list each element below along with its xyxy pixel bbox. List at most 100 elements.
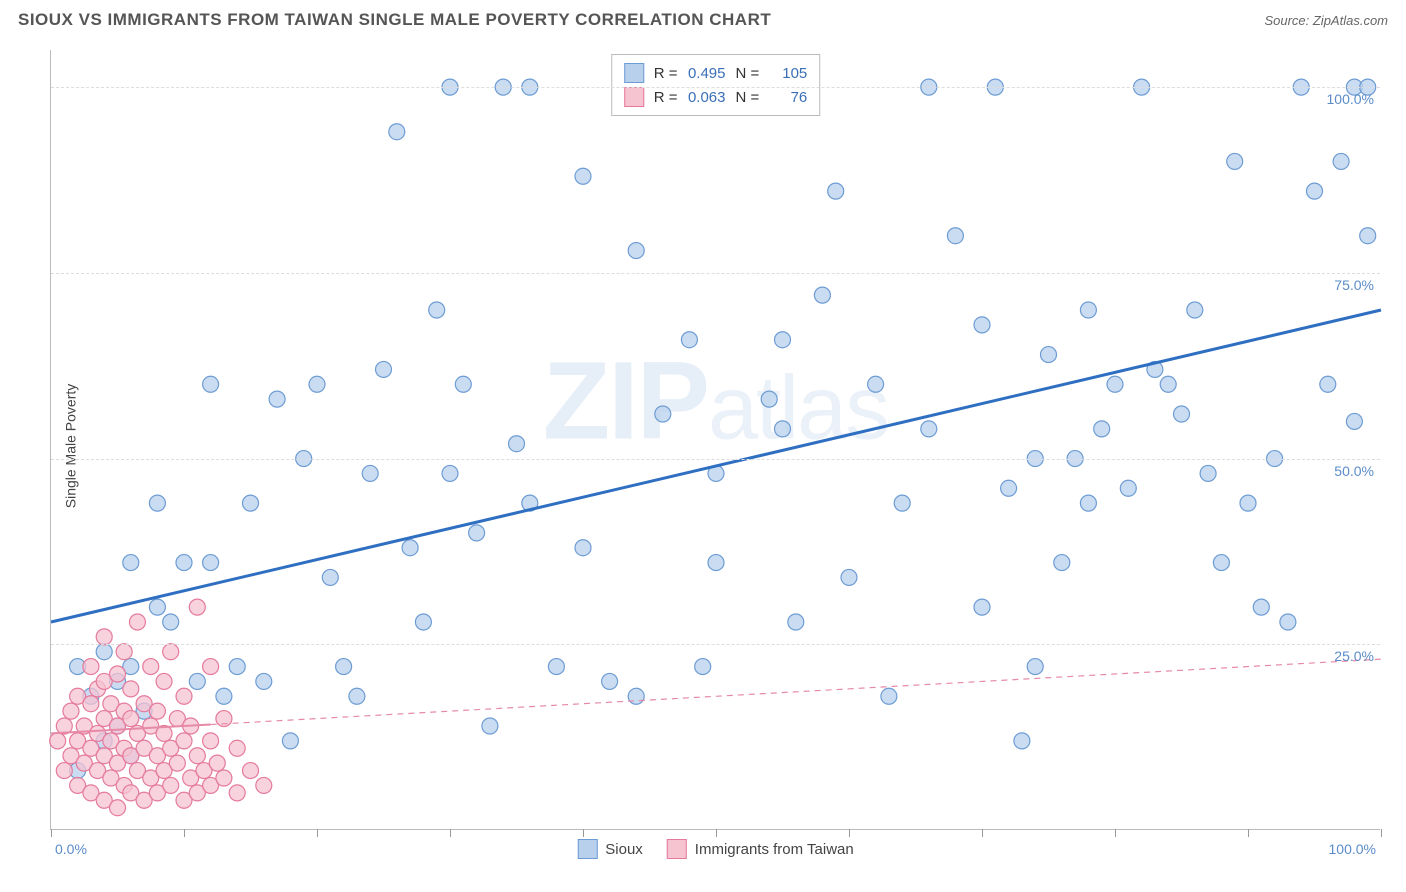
- r-stat: R =0.063: [654, 89, 726, 106]
- point-taiwan: [116, 644, 132, 660]
- legend-label: Immigrants from Taiwan: [695, 841, 854, 858]
- point-sioux: [828, 183, 844, 199]
- gridline: [51, 459, 1380, 460]
- point-sioux: [1253, 599, 1269, 615]
- point-taiwan: [229, 740, 245, 756]
- point-sioux: [482, 718, 498, 734]
- point-taiwan: [129, 614, 145, 630]
- point-sioux: [681, 332, 697, 348]
- point-sioux: [269, 391, 285, 407]
- y-tick-label: 100.0%: [1327, 91, 1374, 107]
- point-sioux: [376, 361, 392, 377]
- point-sioux: [1080, 495, 1096, 511]
- gridline: [51, 87, 1380, 88]
- point-taiwan: [50, 733, 66, 749]
- point-sioux: [974, 317, 990, 333]
- point-sioux: [868, 376, 884, 392]
- point-sioux: [1187, 302, 1203, 318]
- point-taiwan: [176, 688, 192, 704]
- point-sioux: [1213, 555, 1229, 571]
- point-taiwan: [243, 763, 259, 779]
- point-sioux: [695, 659, 711, 675]
- x-tick: [450, 829, 451, 837]
- trendline-taiwan-dashed: [211, 659, 1381, 724]
- point-taiwan: [110, 666, 126, 682]
- point-taiwan: [156, 673, 172, 689]
- point-taiwan: [203, 659, 219, 675]
- point-sioux: [349, 688, 365, 704]
- point-sioux: [1120, 480, 1136, 496]
- point-sioux: [1080, 302, 1096, 318]
- point-taiwan: [176, 733, 192, 749]
- legend-stat-row-sioux: R =0.495N =105: [624, 61, 808, 85]
- x-tick: [1248, 829, 1249, 837]
- point-sioux: [1041, 347, 1057, 363]
- point-sioux: [575, 540, 591, 556]
- point-sioux: [415, 614, 431, 630]
- point-sioux: [628, 688, 644, 704]
- gridline: [51, 273, 1380, 274]
- point-sioux: [389, 124, 405, 140]
- swatch-sioux: [624, 63, 644, 83]
- point-sioux: [602, 673, 618, 689]
- point-sioux: [548, 659, 564, 675]
- point-sioux: [1360, 228, 1376, 244]
- point-sioux: [203, 376, 219, 392]
- point-sioux: [1333, 153, 1349, 169]
- point-taiwan: [123, 681, 139, 697]
- point-sioux: [881, 688, 897, 704]
- point-taiwan: [83, 659, 99, 675]
- point-sioux: [1107, 376, 1123, 392]
- point-taiwan: [203, 733, 219, 749]
- point-sioux: [655, 406, 671, 422]
- point-sioux: [243, 495, 259, 511]
- point-sioux: [402, 540, 418, 556]
- legend-stats: R =0.495N =105 R =0.063 N =76: [611, 54, 821, 116]
- point-sioux: [442, 465, 458, 481]
- point-sioux: [974, 599, 990, 615]
- swatch-taiwan: [667, 839, 687, 859]
- point-sioux: [1200, 465, 1216, 481]
- swatch-sioux: [577, 839, 597, 859]
- point-sioux: [362, 465, 378, 481]
- x-tick: [317, 829, 318, 837]
- point-taiwan: [123, 711, 139, 727]
- point-sioux: [841, 569, 857, 585]
- point-taiwan: [229, 785, 245, 801]
- x-tick: [184, 829, 185, 837]
- point-sioux: [921, 421, 937, 437]
- point-sioux: [628, 243, 644, 259]
- point-sioux: [814, 287, 830, 303]
- x-tick: [982, 829, 983, 837]
- x-axis-100-label: 100.0%: [1329, 841, 1376, 857]
- point-sioux: [229, 659, 245, 675]
- point-sioux: [149, 495, 165, 511]
- point-sioux: [1014, 733, 1030, 749]
- point-taiwan: [63, 703, 79, 719]
- point-taiwan: [163, 644, 179, 660]
- point-taiwan: [209, 755, 225, 771]
- point-sioux: [1001, 480, 1017, 496]
- point-sioux: [775, 332, 791, 348]
- n-stat: N =76: [736, 89, 808, 106]
- point-sioux: [256, 673, 272, 689]
- chart-svg: [51, 50, 1380, 829]
- point-taiwan: [189, 599, 205, 615]
- source-label: Source: ZipAtlas.com: [1264, 13, 1388, 28]
- chart-title: SIOUX VS IMMIGRANTS FROM TAIWAN SINGLE M…: [18, 10, 771, 30]
- point-sioux: [1027, 659, 1043, 675]
- point-sioux: [788, 614, 804, 630]
- point-taiwan: [143, 659, 159, 675]
- point-sioux: [894, 495, 910, 511]
- point-taiwan: [216, 770, 232, 786]
- point-sioux: [429, 302, 445, 318]
- point-taiwan: [189, 748, 205, 764]
- x-tick: [849, 829, 850, 837]
- point-sioux: [322, 569, 338, 585]
- r-stat: R =0.495: [654, 65, 726, 82]
- point-sioux: [336, 659, 352, 675]
- point-sioux: [1160, 376, 1176, 392]
- x-tick: [51, 829, 52, 837]
- point-taiwan: [149, 703, 165, 719]
- legend-item-sioux: Sioux: [577, 839, 643, 859]
